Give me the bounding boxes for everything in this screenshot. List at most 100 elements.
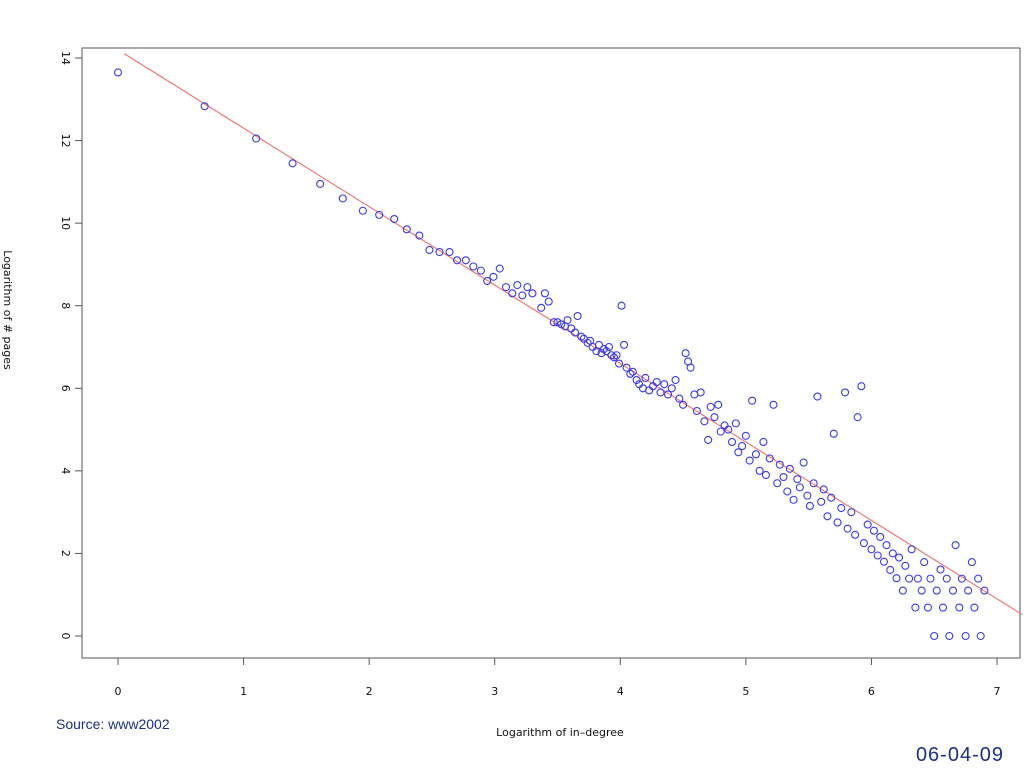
- data-point: [252, 134, 261, 143]
- slide-date: 06-04-09: [915, 744, 1004, 766]
- data-points: [113, 68, 989, 641]
- data-point: [338, 194, 347, 203]
- data-point: [489, 272, 498, 281]
- data-point: [645, 386, 654, 395]
- data-point: [724, 425, 733, 434]
- data-point: [738, 442, 747, 451]
- data-point: [957, 574, 966, 583]
- y-tick-label: 12: [59, 134, 72, 148]
- data-point: [594, 340, 603, 349]
- data-point: [617, 301, 626, 310]
- data-point: [620, 340, 629, 349]
- data-point: [942, 574, 951, 583]
- data-point: [967, 558, 976, 567]
- data-point: [765, 454, 774, 463]
- data-point: [435, 247, 444, 257]
- data-point: [851, 530, 860, 539]
- data-point: [597, 349, 606, 358]
- data-point: [607, 351, 616, 360]
- x-tick-label: 6: [868, 685, 875, 698]
- data-point: [779, 472, 788, 482]
- data-point: [755, 466, 764, 475]
- data-point: [714, 400, 723, 409]
- data-point: [288, 159, 297, 168]
- regression-line: [123, 53, 1023, 616]
- data-point: [626, 369, 635, 378]
- data-point: [604, 342, 614, 352]
- data-point: [518, 291, 527, 300]
- data-point: [974, 574, 983, 583]
- data-point: [819, 485, 828, 494]
- data-point: [731, 419, 740, 428]
- data-point: [917, 586, 926, 595]
- data-point: [863, 520, 872, 529]
- data-point: [390, 214, 399, 224]
- data-point: [745, 456, 754, 465]
- data-point: [907, 545, 916, 554]
- data-point: [827, 493, 836, 502]
- data-point: [700, 417, 709, 426]
- data-point: [720, 421, 729, 430]
- data-point: [495, 264, 504, 273]
- data-point: [563, 316, 572, 325]
- data-point: [945, 631, 954, 641]
- data-point: [913, 574, 922, 583]
- data-point: [200, 102, 209, 111]
- data-point: [612, 351, 621, 360]
- data-point: [358, 206, 367, 215]
- data-point: [748, 396, 757, 405]
- data-point: [476, 266, 485, 275]
- data-point: [452, 256, 462, 265]
- data-point: [741, 431, 750, 440]
- data-point: [882, 541, 891, 550]
- data-point: [599, 345, 609, 354]
- data-point: [789, 495, 798, 504]
- x-tick-label: 0: [115, 685, 122, 698]
- data-point: [955, 603, 964, 612]
- data-point: [622, 363, 631, 372]
- data-point: [692, 406, 701, 416]
- data-point: [501, 283, 511, 292]
- x-tick-label: 5: [742, 685, 749, 698]
- data-point: [696, 388, 705, 397]
- y-axis-title: Logarithm of # pages: [1, 250, 14, 370]
- y-tick-label: 0: [59, 633, 72, 640]
- data-point: [793, 475, 802, 484]
- data-point: [704, 435, 713, 444]
- data-point: [809, 479, 818, 488]
- data-point: [656, 388, 665, 397]
- data-point: [961, 631, 970, 641]
- data-point: [923, 603, 932, 612]
- data-point: [415, 231, 424, 240]
- data-point: [911, 603, 920, 612]
- data-point: [833, 518, 842, 527]
- data-point: [751, 450, 760, 459]
- data-point: [544, 297, 553, 306]
- x-tick-label: 2: [366, 685, 373, 698]
- data-point: [898, 586, 907, 595]
- data-point: [926, 574, 935, 583]
- data-point: [817, 497, 826, 506]
- data-point: [888, 549, 897, 558]
- data-point: [795, 483, 804, 492]
- data-point: [837, 503, 846, 513]
- data-point: [895, 553, 904, 562]
- data-point: [873, 551, 882, 560]
- data-point: [936, 565, 945, 574]
- data-point: [513, 281, 522, 290]
- data-point: [523, 283, 532, 292]
- data-point: [628, 367, 637, 376]
- data-point: [761, 470, 770, 480]
- data-point: [727, 437, 737, 447]
- data-point: [867, 545, 876, 554]
- data-point: [841, 388, 850, 397]
- data-point: [113, 68, 123, 77]
- x-tick-label: 4: [617, 685, 624, 698]
- data-point: [681, 349, 690, 358]
- data-point: [829, 429, 838, 438]
- data-point: [716, 427, 725, 436]
- data-point: [805, 501, 814, 511]
- x-axis-title: Logarithm of in–degree: [496, 726, 624, 739]
- data-point: [537, 303, 546, 312]
